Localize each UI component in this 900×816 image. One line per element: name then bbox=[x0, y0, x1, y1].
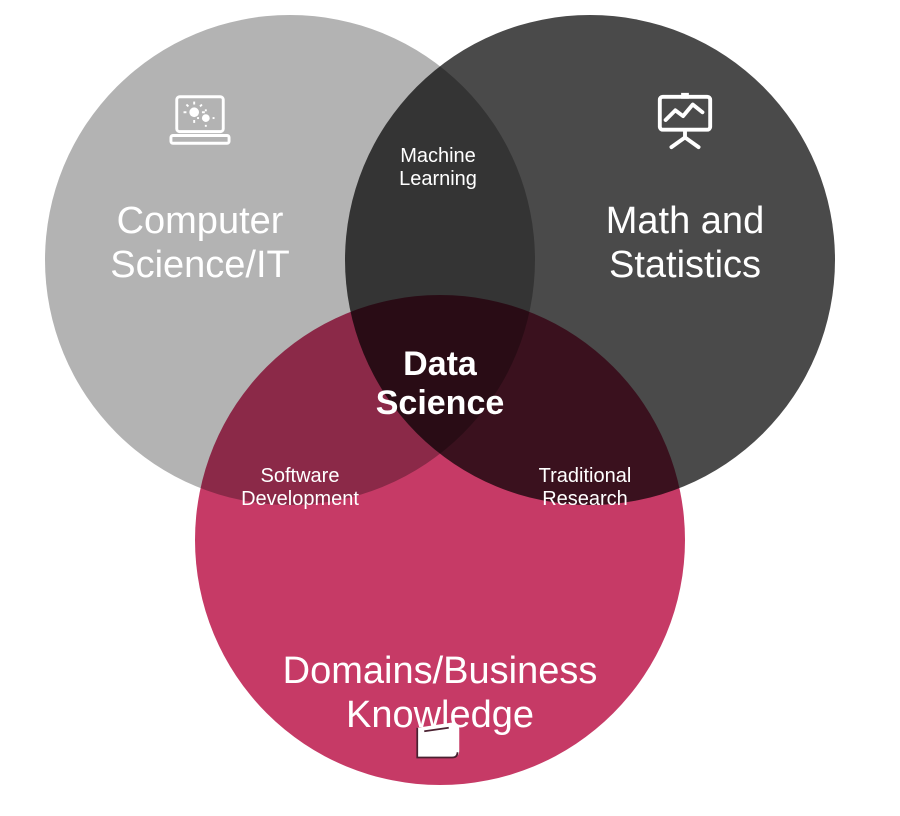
label-machine-learning: Machine Learning bbox=[238, 145, 638, 191]
label-line-1: Traditional bbox=[385, 465, 785, 488]
label-business: Domains/Business Knowledge bbox=[240, 650, 640, 737]
label-line-1: Math and bbox=[485, 200, 885, 244]
label-line-2: Knowledge bbox=[240, 694, 640, 738]
label-line-1: Data bbox=[240, 345, 640, 384]
label-line-2: Learning bbox=[238, 168, 638, 191]
label-line-1: Machine bbox=[238, 145, 638, 168]
label-line-1: Computer bbox=[0, 200, 400, 244]
label-data-science-center: Data Science bbox=[240, 345, 640, 423]
label-math-stats: Math and Statistics bbox=[485, 200, 885, 287]
laptop-gears-icon bbox=[169, 92, 231, 153]
label-line-2: Statistics bbox=[485, 244, 885, 288]
label-line-1: Domains/Business bbox=[240, 650, 640, 694]
chart-board-icon bbox=[654, 90, 716, 155]
label-traditional-research: Traditional Research bbox=[385, 465, 785, 511]
label-line-2: Science bbox=[240, 384, 640, 423]
venn-diagram: Computer Science/IT Math and Statistics … bbox=[0, 0, 900, 816]
label-line-2: Science/IT bbox=[0, 244, 400, 288]
label-line-2: Research bbox=[385, 488, 785, 511]
label-computer-science: Computer Science/IT bbox=[0, 200, 400, 287]
